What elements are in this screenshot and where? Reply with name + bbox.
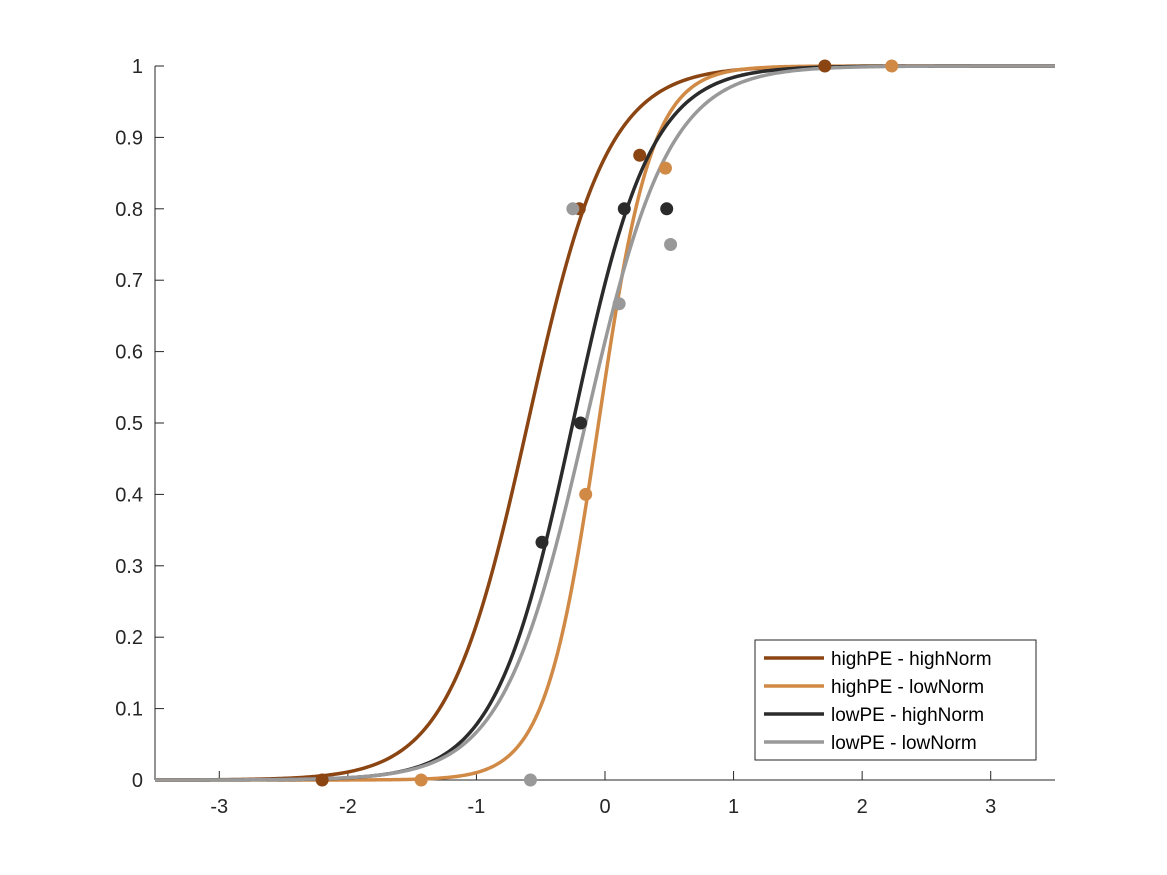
x-tick-label: -2 [339,796,357,818]
y-tick-label: 0 [132,770,143,792]
series-4-point [523,773,537,787]
x-tick-label: 2 [857,796,868,818]
x-tick-label: -3 [210,796,228,818]
series-line-4 [155,64,1055,782]
x-tick-label: 0 [599,796,610,818]
series-1-point [315,773,329,787]
legend-entry-label: highPE - lowNorm [831,677,984,698]
series-3-point [535,535,549,549]
y-tick-label: 0.5 [115,413,143,435]
series-3-point [617,202,631,216]
legend-entry-label: lowPE - lowNorm [831,733,977,754]
series-4-point [566,202,580,216]
series-4-point [664,238,678,251]
series-4-point [612,297,626,311]
legend-box [754,639,1037,761]
series-2-point [579,487,593,501]
x-tick-label: -1 [468,796,486,818]
y-tick-label: 0.4 [115,484,143,506]
series-2-point [885,59,899,73]
legend-entry-label: lowPE - highNorm [831,705,984,726]
fit-curves [155,64,1055,782]
y-tick-label: 0.1 [115,699,143,721]
data-points [315,59,899,787]
axes: -3 -2 -1 0 1 2 3 0 0.1 0.2 0.3 0.4 0.5 0.6 0.7 0.8 0.9 1 [115,56,1055,818]
y-tick-label: 0.7 [115,270,143,292]
y-tick-label: 0.2 [115,627,143,649]
legend: highPE - highNorm highPE - lowNorm lowPE -… [754,639,1037,761]
x-tick-label: 1 [728,796,739,818]
series-1-point [818,59,832,73]
series-3-point [660,202,674,216]
series-2-point [414,773,428,787]
legend-entry-label: highPE - highNorm [831,649,992,670]
y-tick-label: 0.8 [115,199,143,221]
x-tick-label: 3 [985,796,996,818]
y-tick-label: 1 [132,56,143,78]
y-tick-label: 0.9 [115,127,143,149]
series-3-point [574,416,588,430]
series-2-point [658,161,672,175]
series-1-point [633,148,647,162]
y-tick-label: 0.3 [115,556,143,578]
y-tick-label: 0.6 [115,342,143,364]
